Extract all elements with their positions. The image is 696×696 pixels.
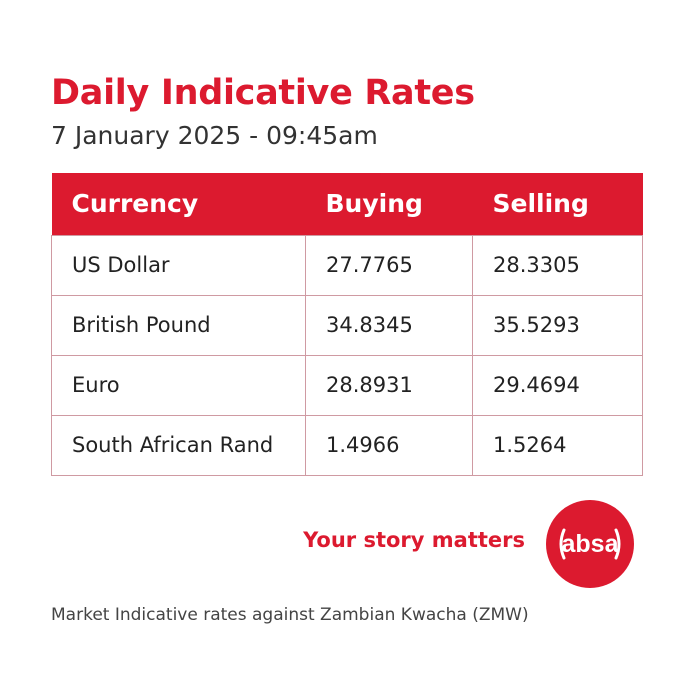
currency-cell: Euro [51,354,306,416]
selling-cell: 29.4694 [472,354,643,416]
currency-cell: US Dollar [51,234,306,296]
selling-cell: 35.5293 [472,294,643,356]
footer-note: Market Indicative rates against Zambian … [51,605,529,625]
page-title: Daily Indicative Rates [51,73,475,113]
table-header-row: Currency Buying Selling [51,173,643,235]
logo-left-paren [559,528,566,560]
selling-cell: 28.3305 [472,234,643,296]
table-row: South African Rand 1.4966 1.5264 [51,414,643,476]
column-header-currency: Currency [51,173,306,235]
brand-block: Your story matters absa [300,496,640,592]
column-header-selling: Selling [472,173,643,235]
buying-cell: 28.8931 [305,354,473,416]
buying-cell: 1.4966 [305,414,473,476]
currency-cell: South African Rand [51,414,306,476]
logo-right-paren [614,528,621,560]
column-header-buying: Buying [305,173,473,235]
selling-cell: 1.5264 [472,414,643,476]
currency-cell: British Pound [51,294,306,356]
absa-logo: absa [546,500,634,588]
table-row: US Dollar 27.7765 28.3305 [51,234,643,296]
buying-cell: 27.7765 [305,234,473,296]
rates-table: Currency Buying Selling US Dollar 27.776… [51,173,643,476]
buying-cell: 34.8345 [305,294,473,356]
table-row: British Pound 34.8345 35.5293 [51,294,643,356]
brand-tagline: Your story matters [303,528,525,552]
date-time-subtitle: 7 January 2025 - 09:45am [51,121,378,150]
table-row: Euro 28.8931 29.4694 [51,354,643,416]
logo-circle [546,500,634,588]
logo-text: absa [562,530,620,558]
